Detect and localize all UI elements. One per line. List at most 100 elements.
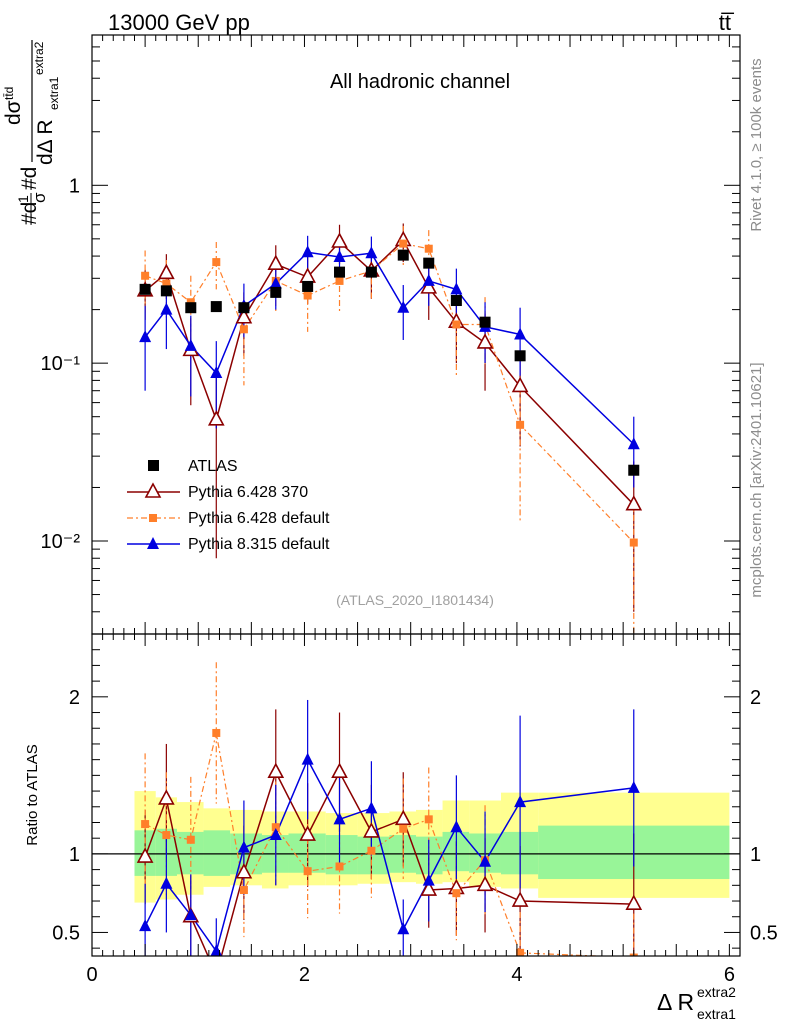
main-point-pythia8-default bbox=[422, 273, 435, 286]
main-point-atlas bbox=[210, 301, 222, 313]
legend-marker-symbol bbox=[144, 482, 162, 498]
x-label-subscript: extra1 bbox=[697, 1006, 736, 1022]
main-y-label-subscript: extra1 bbox=[47, 76, 61, 110]
legend-marker-symbol bbox=[149, 514, 157, 522]
main-point-atlas bbox=[238, 302, 250, 314]
main-point-atlas bbox=[450, 295, 462, 307]
main-point-pythia6-default bbox=[399, 239, 408, 248]
main-y-label-one: 1 bbox=[15, 195, 31, 203]
main-y-label-exponent: extra2 bbox=[32, 41, 46, 75]
main-point-atlas bbox=[365, 266, 377, 278]
main-point-pythia6-370 bbox=[158, 263, 175, 280]
legend-pythia8-default-marker bbox=[127, 537, 180, 549]
ratio-point-pythia8-default bbox=[514, 795, 527, 808]
main-point-pythia8-default bbox=[184, 338, 197, 351]
ratio-point-pythia8-default bbox=[365, 801, 378, 814]
ratio-uncertainty-bands bbox=[92, 791, 740, 903]
ratio-point-pythia6-default bbox=[367, 846, 376, 855]
x-label-base: Δ R bbox=[657, 989, 694, 1015]
main-point-pythia6-default bbox=[424, 244, 433, 253]
ratio-point-pythia6-370 bbox=[331, 762, 348, 779]
legend-atlas-marker bbox=[148, 460, 159, 471]
ratio-y-tick-label-left: 2 bbox=[69, 687, 80, 709]
main-point-pythia6-default bbox=[239, 325, 248, 334]
main-point-pythia8-default bbox=[139, 330, 152, 343]
legend: ATLAS Pythia 6.428 370 Pythia 6.428 defa… bbox=[127, 458, 330, 553]
ratio-panel-frame bbox=[91, 633, 741, 957]
main-point-pythia6-default bbox=[516, 420, 525, 429]
ratio-point-pythia6-default bbox=[424, 815, 433, 824]
ratio-y-tick-label-right: 1 bbox=[750, 844, 761, 866]
main-point-pythia6-default bbox=[452, 320, 461, 329]
ratio-point-pythia6-default bbox=[162, 831, 171, 840]
plot-axes: 0 2 4 6 1 10⁻¹ 10⁻² 0.5 0.5 1 1 2 2 bbox=[41, 34, 778, 986]
main-point-pythia8-default bbox=[397, 300, 410, 313]
ratio-point-pythia8-default bbox=[160, 876, 173, 889]
main-y-tick-label: 10⁻² bbox=[41, 531, 81, 553]
x-label-superscript: extra2 bbox=[697, 984, 736, 1000]
main-point-pythia8-default bbox=[514, 327, 527, 340]
ratio-point-pythia8-default bbox=[627, 780, 640, 793]
main-point-pythia8-default bbox=[269, 276, 282, 289]
main-point-pythia6-default bbox=[629, 538, 638, 547]
main-point-pythia8-default bbox=[450, 282, 463, 295]
ratio-point-pythia6-370 bbox=[209, 967, 223, 980]
main-point-pythia6-370 bbox=[420, 278, 438, 294]
ratio-point-pythia8-default bbox=[422, 873, 435, 886]
legend-pythia6-default-marker bbox=[127, 514, 180, 522]
main-y-label-sigma: σ bbox=[30, 192, 49, 203]
ratio-point-pythia6-default bbox=[516, 948, 525, 956]
main-point-pythia8-default bbox=[365, 246, 378, 259]
legend-pythia8-default-label: Pythia 8.315 default bbox=[188, 536, 330, 553]
ratio-point-pythia8-default bbox=[479, 854, 492, 867]
main-point-atlas bbox=[334, 266, 346, 278]
main-y-label-numerator: dσ bbox=[2, 100, 25, 125]
ratio-point-pythia6-370 bbox=[136, 847, 154, 863]
main-data-series bbox=[136, 223, 643, 634]
main-point-pythia8-default bbox=[210, 366, 223, 379]
main-point-pythia6-370 bbox=[235, 308, 253, 324]
main-point-atlas bbox=[302, 280, 314, 292]
ratio-point-pythia6-370 bbox=[511, 891, 529, 907]
main-point-atlas bbox=[270, 286, 282, 298]
main-point-atlas bbox=[139, 283, 151, 295]
ratio-point-pythia8-default bbox=[184, 908, 197, 921]
ratio-point-pythia6-default bbox=[335, 862, 344, 871]
main-point-pythia8-default bbox=[333, 250, 346, 263]
ratio-point-pythia6-370 bbox=[476, 875, 494, 892]
main-point-pythia6-370 bbox=[267, 254, 285, 271]
main-y-label-denominator: dΔ R bbox=[34, 119, 57, 165]
ratio-point-pythia8-default bbox=[450, 820, 463, 833]
ratio-point-pythia6-default bbox=[186, 835, 195, 844]
ratio-y-tick-label-left: 0.5 bbox=[52, 922, 80, 944]
ratio-y-tick-label-right: 2 bbox=[750, 687, 761, 709]
ratio-point-pythia6-default bbox=[141, 820, 150, 829]
main-point-atlas bbox=[423, 257, 435, 269]
main-point-pythia6-default bbox=[335, 276, 344, 285]
ratio-point-pythia6-370 bbox=[235, 863, 253, 879]
main-point-pythia6-370 bbox=[511, 376, 529, 393]
x-axis-label: Δ R extra2 extra1 bbox=[657, 984, 736, 1022]
ratio-y-tick-label-right: 0.5 bbox=[750, 922, 778, 944]
legend-pythia6-default-label: Pythia 6.428 default bbox=[188, 510, 330, 527]
ratio-point-pythia6-default bbox=[239, 886, 248, 895]
ratio-inner-band-3 bbox=[203, 830, 231, 876]
ratio-point-pythia8-default bbox=[397, 922, 410, 935]
main-point-atlas bbox=[160, 285, 172, 297]
main-point-atlas bbox=[185, 302, 197, 314]
ratio-point-pythia8-default bbox=[269, 828, 282, 841]
ratio-point-pythia6-370 bbox=[363, 822, 380, 838]
legend-pythia6-370-marker bbox=[127, 482, 180, 498]
ratio-y-axis-label: Ratio to ATLAS bbox=[24, 744, 41, 845]
legend-atlas-label: ATLAS bbox=[188, 458, 238, 475]
main-y-axis-label: #d 1 σ #d dσ tt̄d dΔ R extra1 extra2 bbox=[2, 40, 61, 225]
header-left: 13000 GeV pp bbox=[108, 10, 250, 35]
ratio-point-pythia6-default bbox=[212, 728, 221, 737]
ratio-point-pythia6-370 bbox=[625, 894, 643, 910]
main-y-label-superscript: tt̄d bbox=[2, 87, 16, 100]
main-y-tick-label: 1 bbox=[69, 175, 80, 197]
ratio-point-pythia8-default bbox=[301, 752, 314, 765]
ratio-point-pythia6-370 bbox=[299, 825, 316, 841]
main-point-pythia6-default bbox=[303, 291, 312, 300]
